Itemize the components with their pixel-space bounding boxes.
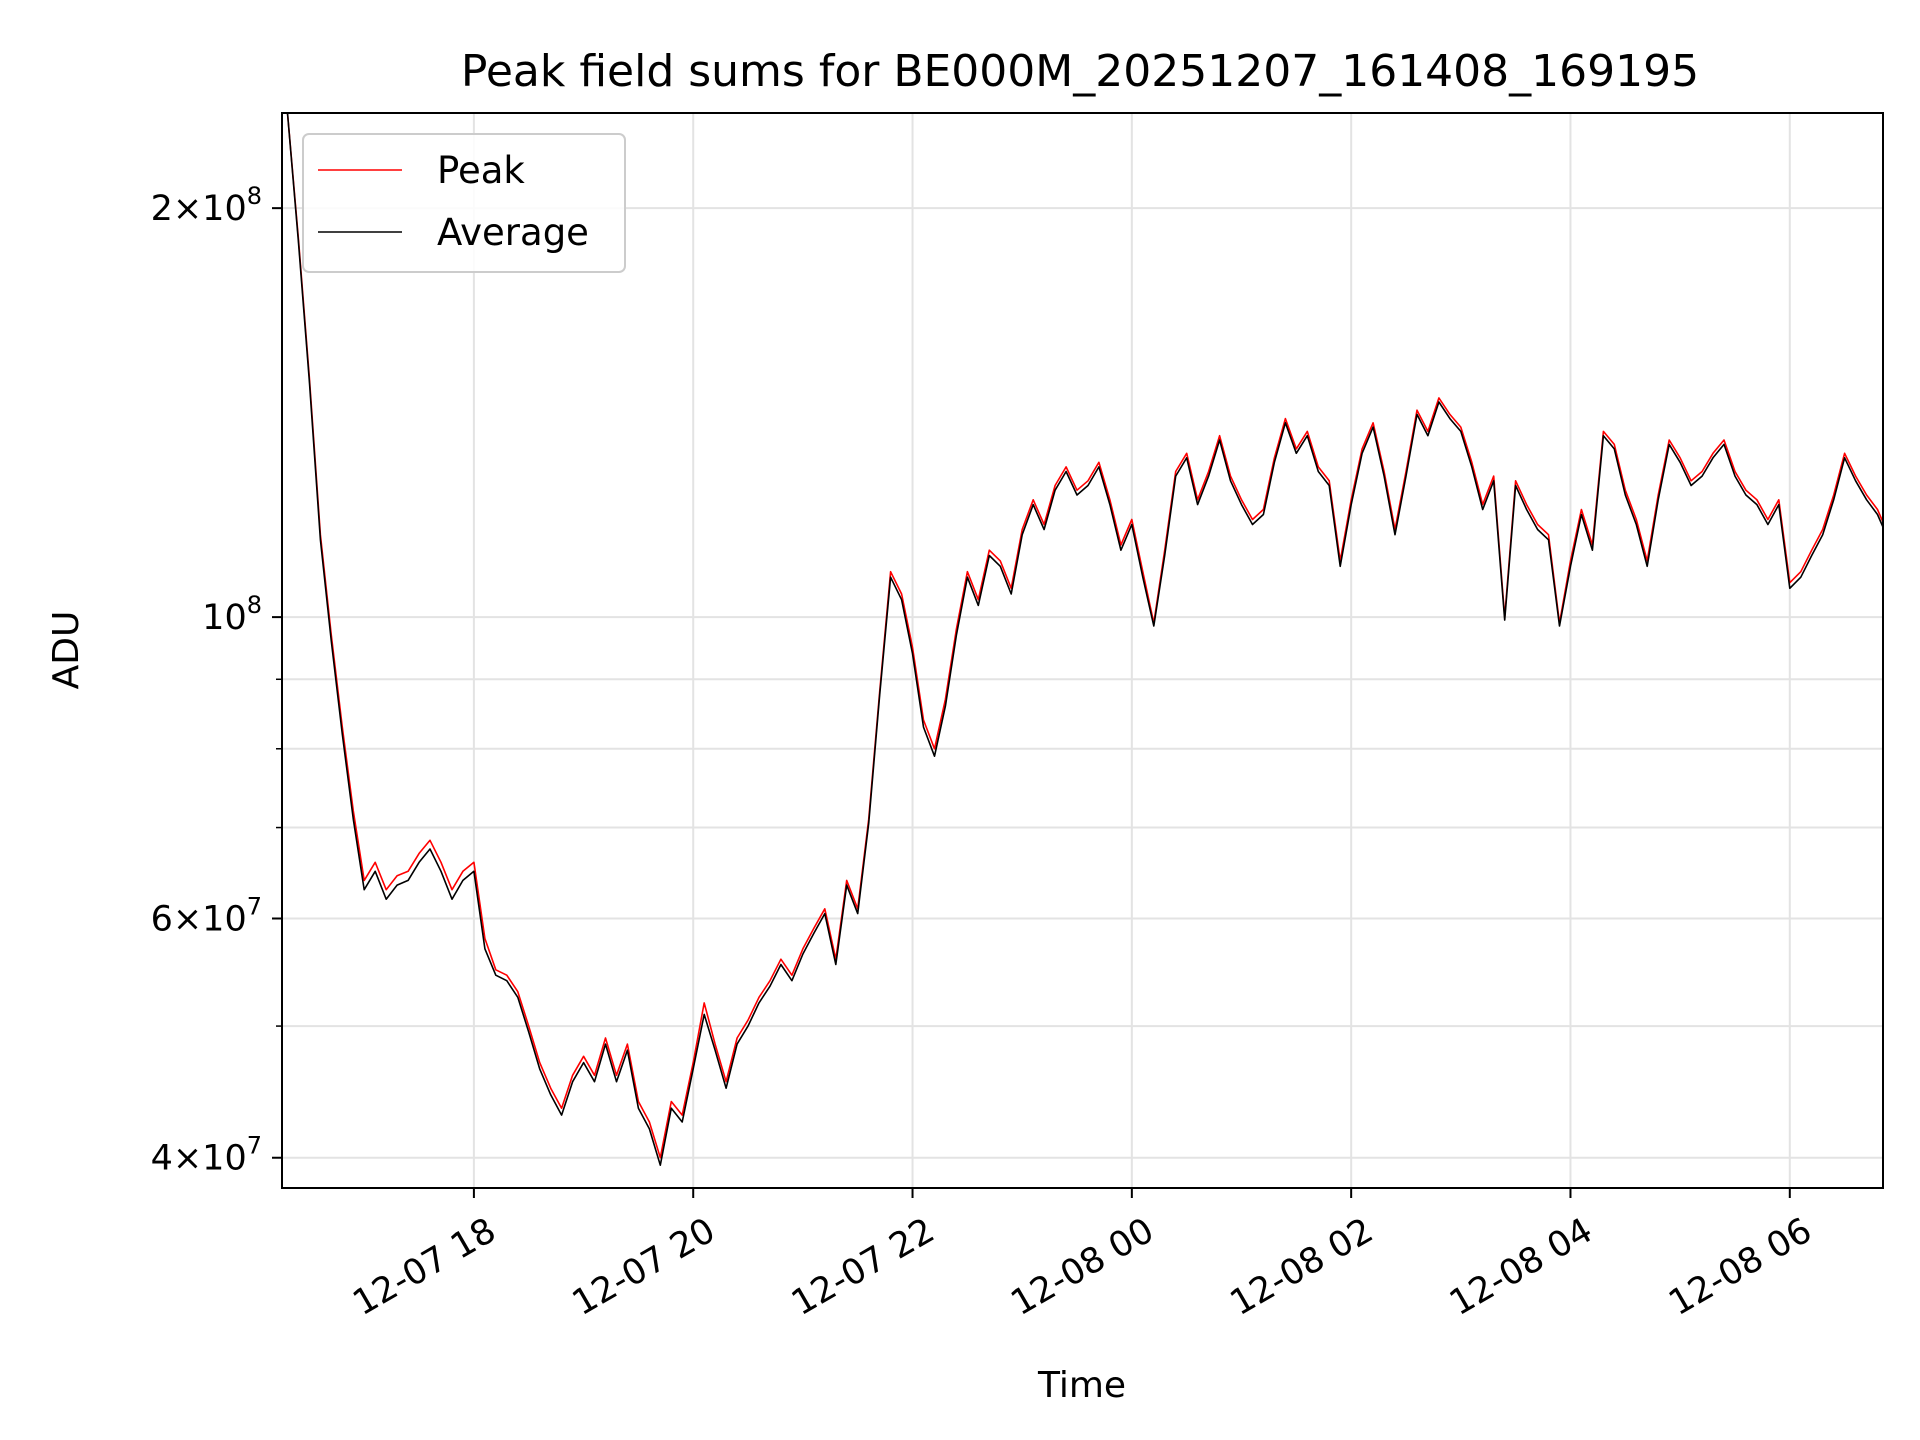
x-axis-label: Time — [1037, 1365, 1126, 1406]
plot-area-frame — [281, 112, 1884, 1189]
y-axis-ticks: 4×107 6×107 108 2×108 — [151, 182, 282, 1179]
legend: Peak Average — [302, 133, 626, 273]
chart-title: Peak field sums for BE000M_20251207_1614… — [461, 46, 1699, 97]
y-tick-label: 4×107 — [151, 1132, 262, 1179]
y-tick-label: 108 — [202, 591, 262, 638]
y-tick-label: 6×107 — [151, 893, 262, 940]
legend-label-average: Average — [437, 211, 589, 254]
series-line-peak — [286, 113, 1883, 1159]
legend-frame — [302, 133, 626, 273]
series-line-average — [286, 113, 1883, 1166]
series-layer — [286, 113, 1883, 1166]
y-tick-label: 2×108 — [151, 182, 262, 229]
legend-label-peak: Peak — [437, 149, 525, 192]
y-axis-label: ADU — [46, 611, 87, 690]
